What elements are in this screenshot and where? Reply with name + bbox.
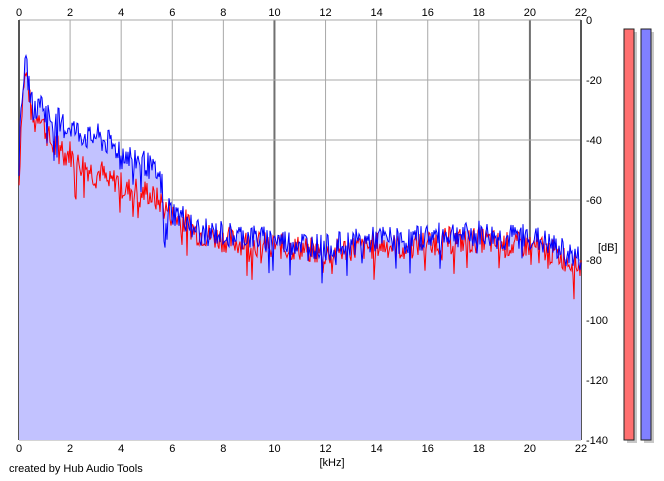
y-tick-label: -120	[586, 375, 608, 387]
credit-text: created by Hub Audio Tools	[9, 463, 143, 475]
x-tick-label-bottom: 2	[67, 443, 73, 455]
x-tick-label-bottom: 6	[169, 443, 175, 455]
x-tick-label-bottom: 16	[422, 443, 434, 455]
x-tick-label-top: 22	[575, 7, 587, 19]
x-tick-label-top: 16	[422, 7, 434, 19]
y-axis-label: [dB]	[598, 242, 618, 254]
y-tick-label: -40	[586, 135, 602, 147]
x-tick-label-top: 14	[371, 7, 383, 19]
x-tick-label-bottom: 10	[268, 443, 280, 455]
x-tick-label-bottom: 4	[118, 443, 124, 455]
y-tick-label: -80	[586, 255, 602, 267]
x-tick-label-bottom: 12	[319, 443, 331, 455]
y-tick-label: 0	[586, 15, 592, 27]
level-meter-right	[640, 28, 652, 441]
spectrum-fill	[19, 55, 581, 440]
level-meter-left	[623, 28, 635, 441]
x-tick-label-top: 18	[473, 7, 485, 19]
x-tick-label-top: 6	[169, 7, 175, 19]
level-meters	[623, 28, 654, 443]
spectrum-fill-area	[19, 55, 581, 440]
y-tick-labels: 0 -20 -40 -60 -80 -100 -120 -140	[586, 15, 608, 447]
spectrum-series	[18, 54, 582, 300]
x-axis-label: [kHz]	[319, 457, 344, 469]
y-tick-label: -60	[586, 195, 602, 207]
x-tick-label-top: 10	[268, 7, 280, 19]
x-tick-label-top: 8	[220, 7, 226, 19]
x-tick-label-bottom: 20	[524, 443, 536, 455]
y-tick-label: -100	[586, 315, 608, 327]
series-line-left	[18, 71, 582, 300]
x-tick-label-top: 2	[67, 7, 73, 19]
x-tick-label-bottom: 22	[575, 443, 587, 455]
x-tick-label-bottom: 14	[371, 443, 383, 455]
x-tick-label-top: 20	[524, 7, 536, 19]
x-tick-label-bottom: 0	[16, 443, 22, 455]
series-line-right	[18, 54, 582, 284]
x-tick-label-top: 4	[118, 7, 124, 19]
y-tick-label: -20	[586, 75, 602, 87]
x-tick-label-top: 12	[319, 7, 331, 19]
x-tick-label-bottom: 8	[220, 443, 226, 455]
x-tick-label-top: 0	[16, 7, 22, 19]
y-tick-label: -140	[586, 435, 608, 447]
x-tick-label-bottom: 18	[473, 443, 485, 455]
